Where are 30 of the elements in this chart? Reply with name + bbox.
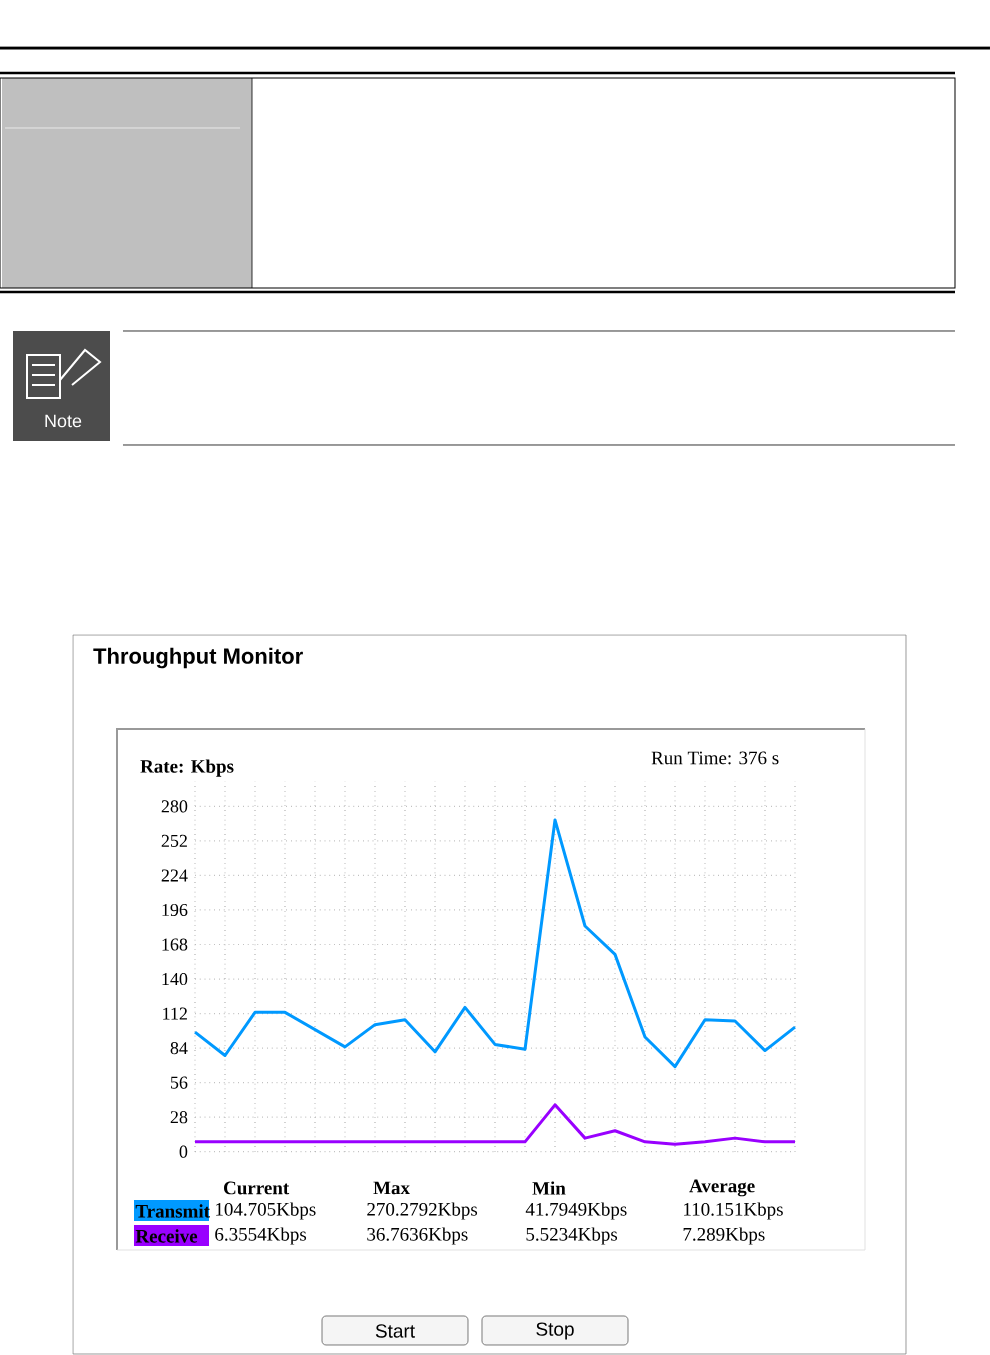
text: Run Time: 376 s: [651, 751, 779, 765]
text: Start: [375, 1324, 415, 1338]
y-tick-label: 0: [179, 1145, 188, 1158]
text: Stop: [536, 1322, 574, 1340]
y-tick-label: 280: [161, 800, 188, 813]
y-tick-label: 140: [162, 972, 188, 986]
y-tick-label: 168: [162, 938, 188, 951]
text: Note: [45, 414, 82, 428]
y-tick-label: 28: [170, 1111, 188, 1124]
y-tick-label: 252: [161, 834, 187, 847]
y-tick-label: 196: [162, 903, 188, 917]
text: 5.5234Kbps: [526, 1227, 618, 1245]
text: Current: [224, 1181, 290, 1195]
y-tick-label: 56: [170, 1076, 188, 1089]
text: Receive: [135, 1229, 198, 1243]
chart-title: Throughput Monitor: [93, 647, 303, 669]
y-tick-label: 112: [163, 1007, 187, 1020]
text: 6.3554Kbps: [215, 1227, 307, 1245]
text: Average: [689, 1179, 755, 1197]
y-tick-label: 84: [170, 1042, 188, 1055]
y-axis-title: Rate: Kbps: [140, 759, 234, 777]
text: 270.2792Kbps: [367, 1202, 478, 1220]
text: 110.151Kbps: [684, 1202, 783, 1220]
text: Max: [373, 1181, 410, 1195]
text: 104.705Kbps: [216, 1202, 316, 1220]
text: 36.7636Kbps: [367, 1227, 468, 1245]
text: Min: [532, 1181, 566, 1195]
y-tick-label: 224: [161, 869, 188, 882]
text: 41.7949Kbps: [525, 1202, 627, 1220]
text: 7.289Kbps: [683, 1227, 765, 1245]
